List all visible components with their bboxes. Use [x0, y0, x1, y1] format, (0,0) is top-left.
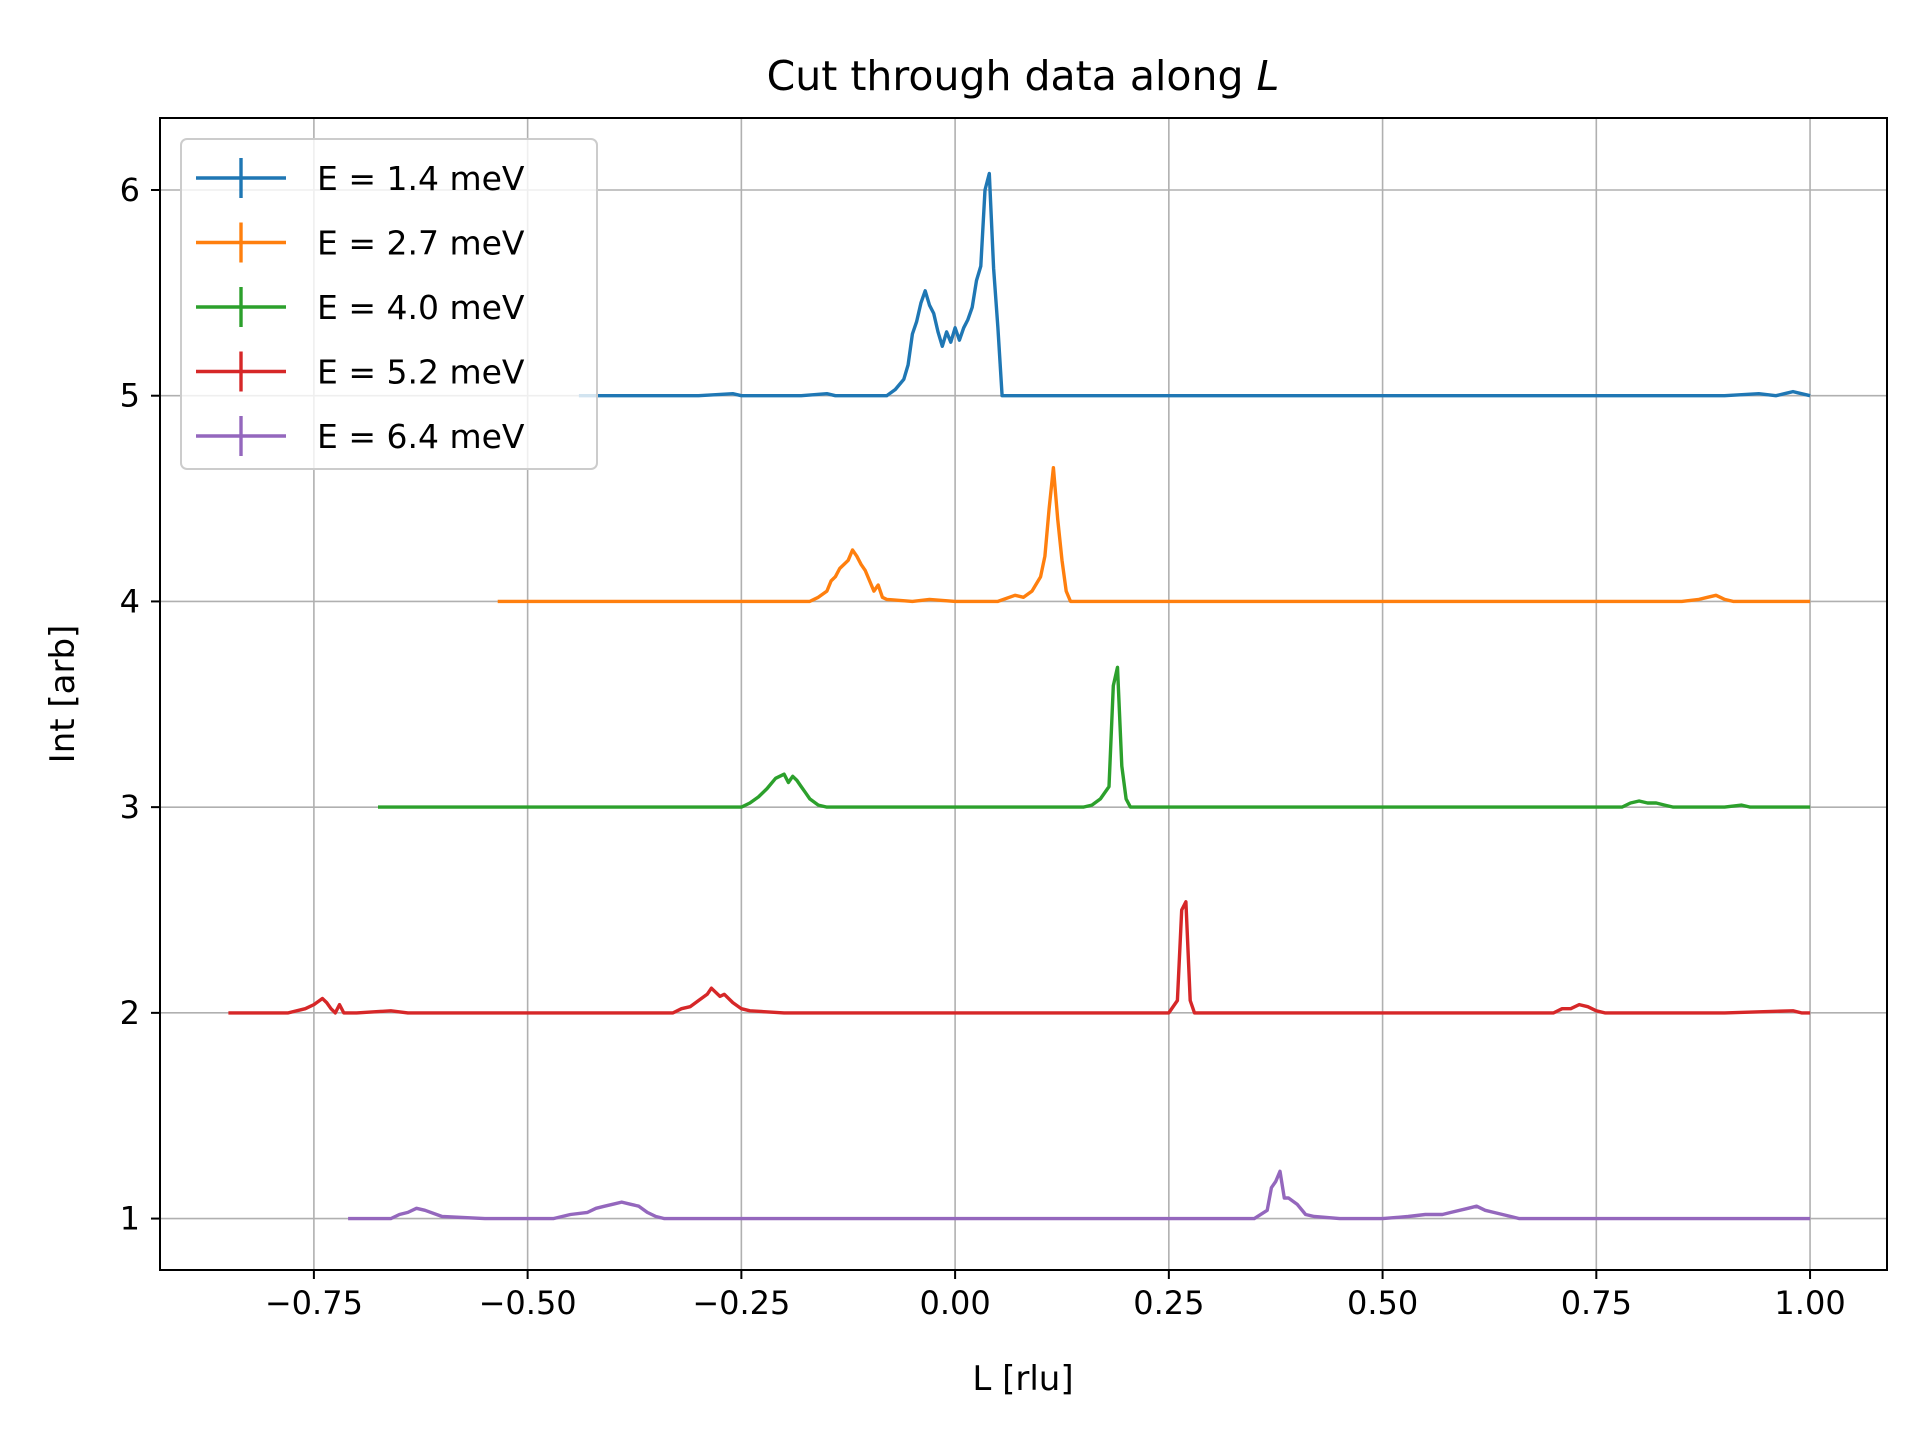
- x-tick-label: 1.00: [1774, 1284, 1845, 1322]
- y-tick-label: 2: [120, 994, 140, 1032]
- y-axis-label: Int [arb]: [43, 625, 83, 764]
- x-tick-label: −0.25: [692, 1284, 790, 1322]
- y-tick-label: 3: [120, 788, 140, 826]
- series-line-2: [497, 466, 1811, 604]
- x-axis-label: L [rlu]: [972, 1359, 1073, 1399]
- y-tick-label: 1: [120, 1200, 140, 1238]
- legend-label-1: E = 1.4 meV: [317, 159, 525, 198]
- series-line-3: [378, 665, 1811, 809]
- series-line-1: [578, 171, 1811, 398]
- legend: E = 1.4 meV E = 2.7 meV E = 4.0 meV E = 5.2…: [180, 138, 598, 470]
- x-tick-label: 0.00: [919, 1284, 990, 1322]
- legend-label-4: E = 5.2 meV: [317, 353, 525, 392]
- chart-title: Cut through data along L: [767, 52, 1280, 100]
- x-tick-label: 0.25: [1133, 1284, 1204, 1322]
- legend-label-2: E = 2.7 meV: [317, 224, 525, 263]
- x-tick-label: −0.50: [479, 1284, 577, 1322]
- x-tick-label: −0.75: [265, 1284, 363, 1322]
- legend-box: [180, 138, 598, 470]
- x-tick-label: 0.75: [1561, 1284, 1632, 1322]
- y-tick-label: 4: [120, 582, 140, 620]
- series-line-5: [348, 1169, 1811, 1221]
- x-tick-label: 0.50: [1347, 1284, 1418, 1322]
- x-axis: −0.75 −0.50 −0.25 0.00 0.25 0.50 0.75 1.00: [265, 1270, 1846, 1322]
- y-axis: 1 2 3 4 5 6: [120, 171, 160, 1238]
- series-line-4: [228, 900, 1811, 1015]
- legend-label-3: E = 4.0 meV: [317, 288, 525, 327]
- legend-label-5: E = 6.4 meV: [317, 417, 525, 456]
- y-tick-label: 6: [120, 171, 140, 209]
- plot-frame: [159, 117, 1888, 1271]
- y-tick-label: 5: [120, 377, 140, 415]
- series-lines: [228, 171, 1811, 1221]
